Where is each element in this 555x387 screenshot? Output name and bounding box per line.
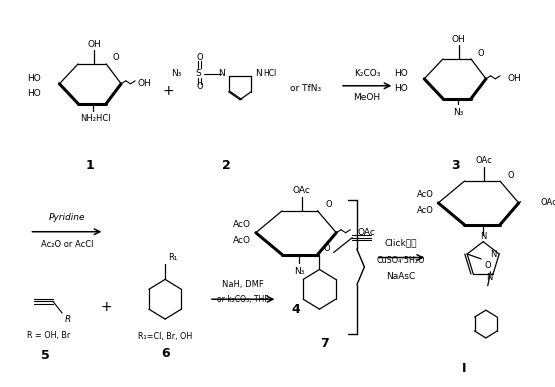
- Text: AcO: AcO: [233, 236, 251, 245]
- Text: AcO: AcO: [417, 190, 433, 199]
- Text: CuSO₄·5H₂O: CuSO₄·5H₂O: [377, 256, 425, 265]
- Text: O: O: [325, 200, 332, 209]
- Text: 6: 6: [161, 348, 169, 360]
- Text: O: O: [477, 48, 483, 58]
- Text: R₁: R₁: [168, 253, 177, 262]
- Text: HO: HO: [27, 89, 41, 98]
- Text: S: S: [195, 69, 201, 78]
- Text: O: O: [324, 244, 330, 253]
- Text: OAc: OAc: [358, 228, 376, 237]
- Text: O: O: [196, 82, 203, 91]
- Text: N₃: N₃: [294, 267, 304, 276]
- Text: R = OH, Br: R = OH, Br: [27, 332, 70, 341]
- Text: or k₂CO₃, THF: or k₂CO₃, THF: [217, 295, 269, 304]
- Text: or TfN₃: or TfN₃: [290, 84, 321, 93]
- Text: 5: 5: [41, 349, 50, 362]
- Text: OH: OH: [87, 39, 101, 49]
- Text: R₁=Cl, Br, OH: R₁=Cl, Br, OH: [138, 332, 192, 341]
- Text: O: O: [485, 261, 491, 271]
- Text: HO: HO: [27, 74, 41, 83]
- Text: HCl: HCl: [263, 69, 276, 78]
- Text: N: N: [255, 69, 262, 78]
- Text: R: R: [65, 315, 71, 324]
- Text: O: O: [508, 171, 514, 180]
- Text: NH₂HCl: NH₂HCl: [79, 114, 110, 123]
- Text: OAc: OAc: [476, 156, 492, 165]
- Text: +: +: [100, 300, 112, 314]
- Text: 4: 4: [292, 303, 300, 316]
- Text: HO: HO: [393, 69, 407, 78]
- Text: O: O: [196, 53, 203, 62]
- Text: Pyridine: Pyridine: [49, 213, 85, 222]
- Text: N₃: N₃: [171, 69, 182, 78]
- Text: N₃: N₃: [453, 108, 463, 117]
- Text: Ac₂O or AcCl: Ac₂O or AcCl: [41, 240, 93, 249]
- Text: I: I: [462, 362, 467, 375]
- Text: 7: 7: [320, 337, 329, 350]
- Text: OH: OH: [138, 79, 152, 88]
- Text: MeOH: MeOH: [354, 93, 381, 102]
- Text: N: N: [486, 274, 492, 283]
- Text: OAc: OAc: [540, 199, 555, 207]
- Text: OAc: OAc: [292, 185, 311, 195]
- Text: N: N: [491, 250, 497, 259]
- Text: NaAsC: NaAsC: [386, 272, 416, 281]
- Text: Click反应: Click反应: [385, 238, 417, 247]
- Text: 3: 3: [451, 159, 460, 172]
- Text: O: O: [112, 53, 119, 62]
- Text: NaH, DMF: NaH, DMF: [222, 280, 264, 289]
- Text: +: +: [162, 84, 174, 98]
- Text: AcO: AcO: [233, 220, 251, 229]
- Text: N: N: [480, 232, 486, 241]
- Text: 1: 1: [86, 159, 95, 172]
- Text: K₂CO₃: K₂CO₃: [354, 69, 380, 78]
- Text: OH: OH: [452, 34, 466, 44]
- Text: HO: HO: [393, 84, 407, 93]
- Text: 2: 2: [221, 159, 230, 172]
- Text: N: N: [218, 69, 225, 78]
- Text: OH: OH: [507, 74, 521, 83]
- Text: AcO: AcO: [417, 206, 433, 216]
